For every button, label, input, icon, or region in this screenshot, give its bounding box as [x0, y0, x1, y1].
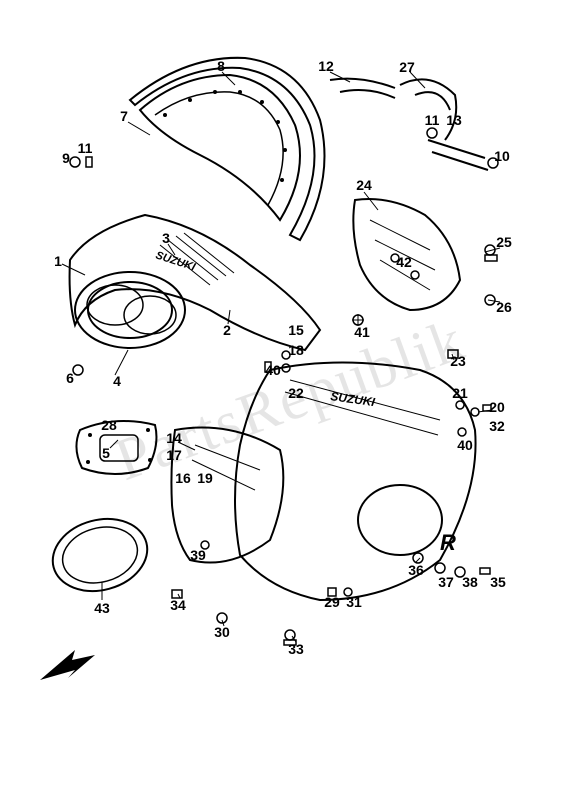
- part-number-label: 4: [113, 373, 121, 389]
- part-number-label: 19: [197, 470, 213, 486]
- part-number-label: 7: [120, 108, 128, 124]
- part-number-label: 36: [408, 562, 424, 578]
- part-number-label: 38: [462, 574, 478, 590]
- part-number-label: 25: [496, 234, 512, 250]
- part-number-label: 24: [356, 177, 372, 193]
- part-number-label: 3: [162, 230, 170, 246]
- part-number-label: 9: [62, 150, 70, 166]
- svg-text:SUZUKI: SUZUKI: [154, 249, 198, 273]
- part-number-label: 41: [354, 324, 370, 340]
- part-number-label: 22: [288, 385, 304, 401]
- part-number-label: 10: [494, 148, 510, 164]
- svg-text:R: R: [440, 530, 456, 555]
- part-number-label: 23: [450, 353, 466, 369]
- part-number-label: 35: [490, 574, 506, 590]
- part-number-label: 33: [288, 641, 304, 657]
- part-number-label: 13: [446, 112, 462, 128]
- part-number-label: 30: [214, 624, 230, 640]
- part-number-label: 20: [489, 399, 505, 415]
- part-number-label: 11: [425, 112, 440, 128]
- part-number-label: 12: [318, 58, 334, 74]
- part-number-label: 26: [496, 299, 512, 315]
- part-number-label: 40: [265, 362, 281, 378]
- part-number-label: 42: [396, 254, 412, 270]
- part-number-label: 5: [102, 445, 110, 461]
- part-number-label: 15: [288, 322, 304, 338]
- part-number-label: 28: [101, 417, 117, 433]
- part-number-label: 34: [170, 597, 186, 613]
- part-number-label: 1: [54, 253, 62, 269]
- part-number-label: 11: [78, 140, 93, 156]
- part-number-label: 17: [166, 447, 182, 463]
- part-number-label: 29: [324, 594, 340, 610]
- part-number-label: 2: [223, 322, 231, 338]
- part-number-label: 21: [452, 385, 468, 401]
- part-number-label: 8: [217, 58, 225, 74]
- part-number-label: 16: [175, 470, 191, 486]
- part-number-label: 43: [94, 600, 110, 616]
- part-number-label: 37: [438, 574, 454, 590]
- part-number-label: 27: [399, 59, 415, 75]
- diagram-canvas: PartsRepublik SUZUKI: [0, 0, 580, 800]
- part-number-label: 6: [66, 370, 74, 386]
- part-number-label: 32: [489, 418, 505, 434]
- part-number-label: 18: [288, 342, 304, 358]
- part-number-label: 31: [346, 594, 362, 610]
- part-number-label: 14: [166, 430, 182, 446]
- part-number-label: 39: [190, 547, 206, 563]
- part-number-label: 40: [457, 437, 473, 453]
